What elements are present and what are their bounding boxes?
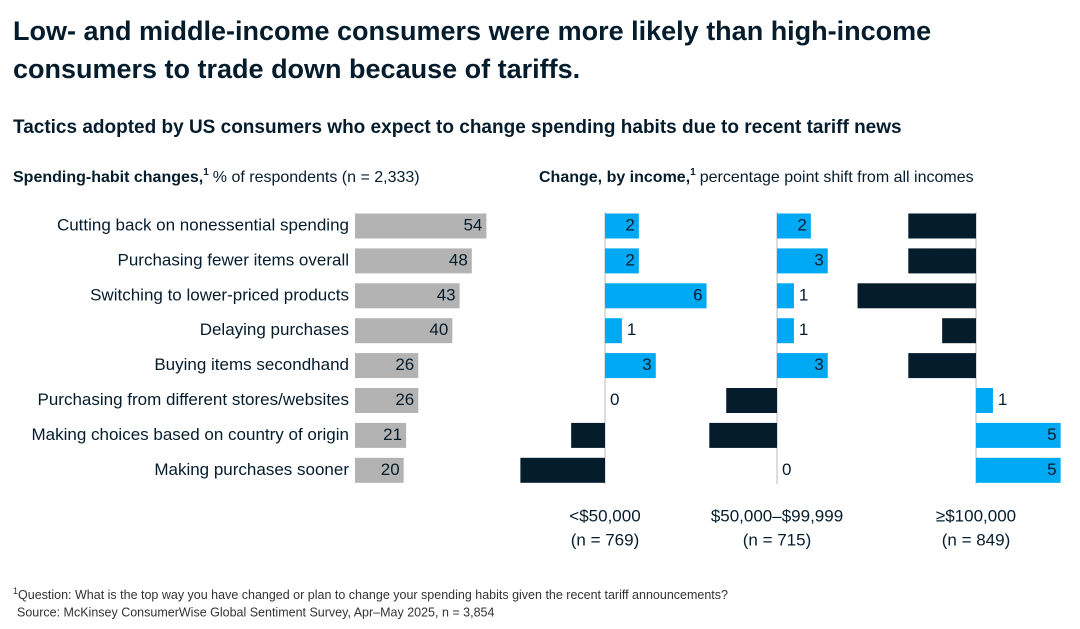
footnote-mark: 1	[13, 586, 18, 596]
category-label: Delaying purchases	[200, 320, 349, 339]
bar	[355, 388, 419, 413]
footnote-text: Question: What is the top way you have c…	[18, 588, 728, 602]
value-label: −2	[576, 425, 595, 444]
value-label: 1	[627, 320, 636, 339]
bar	[709, 422, 777, 448]
bar	[777, 353, 828, 379]
heading-rest: percentage point shift from all incomes	[700, 169, 974, 186]
bar	[777, 283, 794, 309]
value-label: 1	[998, 390, 1007, 409]
category-label: Making choices based on country of origi…	[31, 425, 349, 444]
bar	[520, 457, 605, 483]
bar	[857, 283, 976, 309]
bar	[726, 388, 777, 413]
value-label: −7	[863, 285, 882, 304]
bar	[777, 318, 794, 344]
value-label: 48	[449, 250, 468, 269]
value-label: 2	[625, 250, 634, 269]
value-label: 0	[782, 460, 791, 479]
bar	[355, 457, 404, 483]
value-label: 1	[799, 320, 808, 339]
category-label: Purchasing from different stores/website…	[38, 390, 350, 409]
bar	[355, 248, 472, 274]
bar	[908, 353, 976, 379]
category-label: Cutting back on nonessential spending	[57, 215, 349, 234]
value-label: −4	[714, 425, 733, 444]
bar	[605, 318, 622, 344]
title: Low- and middle-income consumers were mo…	[13, 16, 932, 84]
heading-rest: % of respondents (n = 2,333)	[213, 169, 420, 186]
value-label: 6	[693, 285, 702, 304]
value-label: −4	[913, 355, 932, 374]
bar	[355, 213, 487, 239]
bar	[355, 353, 419, 379]
bar	[605, 213, 639, 239]
bar	[942, 318, 976, 344]
group-label: ≥$100,000	[936, 506, 1016, 525]
bar	[908, 213, 976, 239]
bar	[908, 248, 976, 274]
bar	[605, 283, 707, 309]
bar	[605, 248, 639, 274]
value-label: −4	[913, 250, 932, 269]
bar	[976, 457, 1061, 483]
bar	[976, 388, 993, 413]
group-n: (n = 849)	[942, 530, 1011, 549]
bar	[571, 422, 605, 448]
group-n: (n = 769)	[571, 530, 640, 549]
value-label: −5	[525, 460, 544, 479]
value-label: 3	[642, 355, 651, 374]
value-label: 0	[610, 390, 619, 409]
bar	[605, 353, 656, 379]
bar	[976, 422, 1061, 448]
bar	[355, 318, 453, 344]
value-label: 40	[429, 320, 448, 339]
category-label: Making purchases sooner	[154, 460, 349, 479]
value-label: 2	[625, 215, 634, 234]
category-label: Buying items secondhand	[154, 355, 349, 374]
group-label: <$50,000	[569, 506, 640, 525]
bar	[355, 422, 407, 448]
bar	[355, 283, 460, 309]
group-n: (n = 715)	[743, 530, 812, 549]
bar	[777, 213, 811, 239]
value-label: 1	[799, 285, 808, 304]
heading-note: 1	[203, 167, 209, 178]
value-label: 5	[1047, 460, 1056, 479]
source: Source: McKinsey ConsumerWise Global Sen…	[17, 605, 494, 619]
value-label: 26	[395, 390, 414, 409]
heading-bold: Spending-habit changes,	[13, 169, 203, 186]
value-label: 21	[383, 425, 402, 444]
value-label: −2	[947, 320, 966, 339]
value-label: 5	[1047, 425, 1056, 444]
value-label: 26	[395, 355, 414, 374]
heading-bold: Change, by income,	[539, 169, 690, 186]
value-label: 3	[814, 355, 823, 374]
value-label: 3	[814, 250, 823, 269]
category-label: Switching to lower-priced products	[90, 285, 349, 304]
subtitle: Tactics adopted by US consumers who expe…	[13, 117, 902, 138]
value-label: 43	[437, 285, 456, 304]
value-label: −4	[913, 215, 932, 234]
value-label: 2	[797, 215, 806, 234]
footnote: 1Question: What is the top way you have …	[13, 586, 728, 602]
group-label: $50,000–$99,999	[711, 506, 843, 525]
heading-note: 1	[690, 167, 696, 178]
bar	[777, 248, 828, 274]
right-heading: Change, by income,1 percentage point shif…	[539, 167, 974, 187]
value-label: −3	[731, 390, 750, 409]
value-label: 20	[381, 460, 400, 479]
left-heading: Spending-habit changes,1 % of respondents…	[13, 167, 420, 187]
category-label: Purchasing fewer items overall	[118, 250, 349, 269]
value-label: 54	[463, 215, 482, 234]
